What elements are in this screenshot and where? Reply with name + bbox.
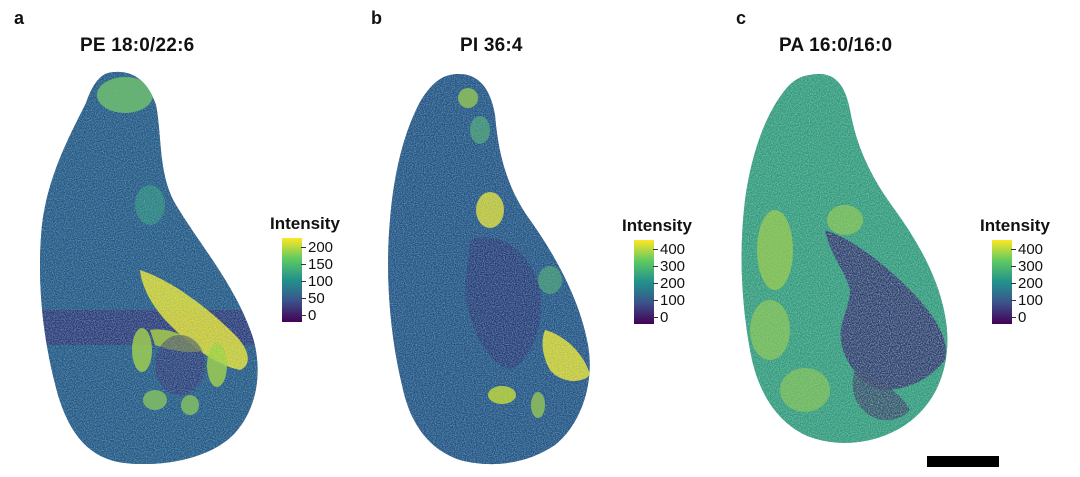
panel-c-tick-label: 300 [1018, 258, 1044, 275]
panel-b-tick-mark [653, 283, 658, 284]
scale-bar [927, 456, 999, 467]
panel-b-tick-mark [653, 249, 658, 250]
panel-c-title: PA 16:0/16:0 [779, 35, 893, 56]
panel-b-colorbar [634, 240, 654, 324]
panel-b-tick-label: 300 [660, 258, 686, 275]
panel-b-legend: Intensity 400 300 200 100 0 [622, 216, 717, 336]
panel-a-tick-label: 50 [308, 290, 325, 307]
panel-a-tick-mark [301, 264, 306, 265]
panel-a-tick-mark [301, 247, 306, 248]
panel-c-tick-mark [1011, 300, 1016, 301]
panel-c-letter: c [736, 8, 747, 28]
panel-b-title: PI 36:4 [460, 35, 523, 56]
panel-c-tick-mark [1011, 249, 1016, 250]
panel-c-tick-label: 200 [1018, 275, 1044, 292]
panel-b-tick-label: 200 [660, 275, 686, 292]
panel-a-tick-mark [301, 315, 306, 316]
panel-b-letter: b [371, 8, 382, 28]
panel-b-tick-mark [653, 317, 658, 318]
panel-a-tick-mark [301, 281, 306, 282]
panel-a-legend: Intensity 200 150 100 50 0 [270, 214, 365, 334]
panel-a-letter: a [14, 8, 25, 28]
panel-a-tick-label: 0 [308, 307, 317, 324]
panel-a-intensity-map [39, 71, 258, 465]
panel-b-tick-label: 400 [660, 241, 686, 258]
panel-a-tick-label: 200 [308, 239, 334, 256]
panel-c-tick-label: 100 [1018, 292, 1044, 309]
panel-b-legend-title: Intensity [622, 216, 692, 235]
panel-b-tick-label: 0 [660, 309, 669, 326]
panel-c-legend-title: Intensity [980, 216, 1050, 235]
panel-c-tick-label: 400 [1018, 241, 1044, 258]
panel-a-legend-title: Intensity [270, 214, 340, 233]
panel-c-tick-mark [1011, 317, 1016, 318]
panel-c-tick-label: 0 [1018, 309, 1027, 326]
panel-c-tick-mark [1011, 283, 1016, 284]
panel-a-tick-label: 150 [308, 256, 334, 273]
panel-a-tick-label: 100 [308, 273, 334, 290]
panel-c-tick-mark [1011, 266, 1016, 267]
panel-b-tick-mark [653, 300, 658, 301]
panel-c-legend: Intensity 400 300 200 100 0 [980, 216, 1075, 336]
panel-a-tick-mark [301, 298, 306, 299]
panel-a-colorbar [282, 238, 302, 322]
panel-a-title: PE 18:0/22:6 [80, 35, 195, 56]
panel-c-intensity-map [741, 74, 948, 443]
panel-b-tick-label: 100 [660, 292, 686, 309]
panel-b-tick-mark [653, 266, 658, 267]
panel-b-intensity-map [388, 74, 590, 465]
panel-c-colorbar [992, 240, 1012, 324]
